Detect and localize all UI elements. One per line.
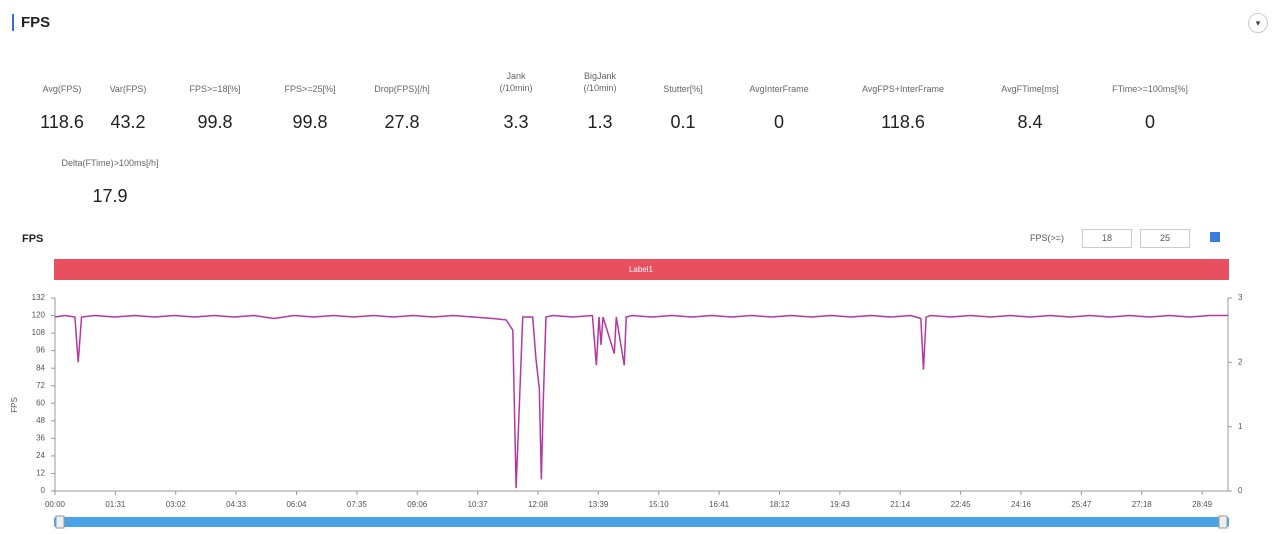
filter-label: FPS(>=) xyxy=(1030,233,1065,243)
y-tick-label: 72 xyxy=(36,381,45,390)
filter-input[interactable]: 25 xyxy=(1140,229,1190,248)
metric-label: Var(FPS) xyxy=(109,84,147,94)
x-tick-label: 22:45 xyxy=(951,500,972,509)
x-tick-label: 25:47 xyxy=(1071,500,1092,509)
metric-value: 0.1 xyxy=(670,112,696,132)
y-tick-label: 120 xyxy=(32,311,46,320)
x-tick-label: 18:12 xyxy=(769,500,790,509)
metric-label: AvgFTime[ms] xyxy=(1001,84,1059,94)
x-tick-label: 01:31 xyxy=(105,500,126,509)
scroll-handle[interactable] xyxy=(1218,515,1228,529)
x-tick-label: 09:06 xyxy=(407,500,428,509)
x-tick-label: 15:10 xyxy=(649,500,670,509)
x-tick-label: 27:18 xyxy=(1132,500,1153,509)
metric-label: AvgFPS+InterFrame xyxy=(861,84,945,94)
x-tick-label: 06:04 xyxy=(286,500,307,509)
panel-title: FPS xyxy=(12,14,50,31)
x-tick-label: 07:35 xyxy=(347,500,368,509)
y-tick-label: 108 xyxy=(32,328,46,337)
y-tick-label: 24 xyxy=(36,451,45,460)
metric-label: Jank (/10min) xyxy=(499,71,533,93)
y-tick-label: 96 xyxy=(36,346,45,355)
legend-label: Label1 xyxy=(629,265,654,274)
x-tick-label: 16:41 xyxy=(709,500,730,509)
metric-value: 118.6 xyxy=(40,112,84,132)
metric-value: 17.9 xyxy=(92,186,128,206)
y-tick-label: 60 xyxy=(36,398,45,407)
y2-tick-label: 3 xyxy=(1238,293,1243,302)
x-tick-label: 12:08 xyxy=(528,500,549,509)
metric-label: FPS>=25[%] xyxy=(284,84,336,94)
y2-tick-label: 1 xyxy=(1238,422,1243,431)
x-tick-label: 19:43 xyxy=(830,500,851,509)
scrollbar[interactable] xyxy=(54,517,1229,527)
x-tick-label: 13:39 xyxy=(588,500,609,509)
x-tick-label: 24:16 xyxy=(1011,500,1032,509)
metric-label: Delta(FTime)>100ms[/h] xyxy=(61,158,159,168)
metric-label: BigJank (/10min) xyxy=(583,71,617,93)
x-tick-label: 04:33 xyxy=(226,500,247,509)
x-tick-label: 03:02 xyxy=(166,500,187,509)
chart: Label1 FPS 01224364860728496108120132012… xyxy=(10,259,1243,529)
metric-label: FTime>=100ms[%] xyxy=(1112,84,1188,94)
x-tick-label: 21:14 xyxy=(890,500,911,509)
y-tick-label: 0 xyxy=(41,486,46,495)
metric-label: Avg(FPS) xyxy=(42,84,82,94)
y2-tick-label: 0 xyxy=(1238,486,1243,495)
metric-value: 1.3 xyxy=(587,112,613,132)
metric-value: 0 xyxy=(1144,112,1155,132)
y-tick-label: 48 xyxy=(36,416,45,425)
metric-value: 8.4 xyxy=(1017,112,1043,132)
metric-value: 99.8 xyxy=(292,112,328,132)
scroll-handle[interactable] xyxy=(55,515,65,529)
settings-icon[interactable] xyxy=(1210,232,1220,242)
filter-input[interactable]: 18 xyxy=(1082,229,1132,248)
y-tick-label: 132 xyxy=(32,293,46,302)
y-tick-label: 12 xyxy=(36,469,45,478)
metric-label: FPS>=18[%] xyxy=(189,84,241,94)
x-tick-label: 28:49 xyxy=(1192,500,1213,509)
fps-line xyxy=(54,314,1228,489)
y-axis-title: FPS xyxy=(10,397,19,413)
metric-label: Drop(FPS)[/h] xyxy=(374,84,430,94)
metric-value: 3.3 xyxy=(503,112,529,132)
y-tick-label: 36 xyxy=(36,433,45,442)
metric-value: 43.2 xyxy=(110,112,146,132)
metric-label: Stutter[%] xyxy=(663,84,703,94)
metric-label: AvgInterFrame xyxy=(749,84,809,94)
collapse-button[interactable]: ▾ xyxy=(1248,13,1268,33)
x-tick-label: 10:37 xyxy=(468,500,489,509)
metric-value: 0 xyxy=(773,112,784,132)
chart-title: FPS xyxy=(22,233,44,245)
x-tick-label: 00:00 xyxy=(45,500,66,509)
metric-value: 27.8 xyxy=(384,112,420,132)
metric-value: 99.8 xyxy=(197,112,233,132)
y-tick-label: 84 xyxy=(36,363,45,372)
legend-bar[interactable] xyxy=(54,259,1229,280)
y2-tick-label: 2 xyxy=(1238,357,1243,366)
metric-value: 118.6 xyxy=(881,112,925,132)
